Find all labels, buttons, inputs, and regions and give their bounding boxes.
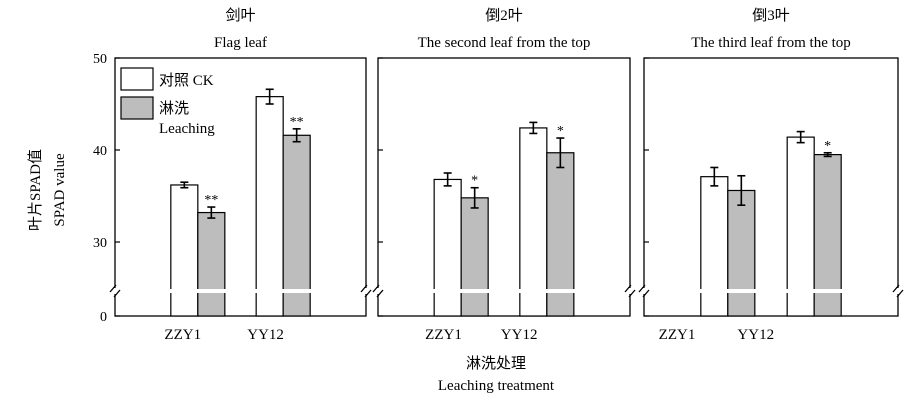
axis-break-mark [364,289,372,298]
axis-break-gap [627,288,633,294]
axis-break-gap [363,288,369,294]
axis-break-mark [109,284,117,293]
x-tick-label: ZZY1 [659,327,696,343]
axis-break-gap [895,288,901,294]
panel-1: 剑叶 Flag leaf 0 30 40 50 ** ** ZZY1 YY12 [93,7,372,343]
y-axis-label-en: SPAD value [52,153,68,227]
x-axis-label-en: Leaching treatment [438,378,555,394]
panel-3: 倒3叶 The third leaf from the top * ZZY1 YY12 [638,7,904,343]
x-axis-label-cn: 淋洗处理 [466,355,526,372]
panel-title-cn: 倒3叶 [752,7,790,24]
axis-break-band [116,289,365,293]
bar-leaching [727,189,756,317]
panel-title-en: Flag leaf [214,35,267,51]
x-tick-label: ZZY1 [164,327,201,343]
axis-break-mark [896,289,904,298]
axis-break-mark [638,284,646,293]
bar-ck [433,178,462,317]
x-tick-label: YY12 [737,327,774,343]
legend-label-ck: 对照 CK [159,72,214,89]
axis-break-mark [628,289,636,298]
bar-leaching [460,197,489,317]
legend-label-leaching: 淋洗 [159,100,189,117]
axis-break-mark [372,284,380,293]
panel-2: 倒2叶 The second leaf from the top * * ZZY1 YY1… [372,7,636,343]
x-tick-label: YY12 [501,327,538,343]
legend: 对照 CK 淋洗 Leaching [120,67,215,137]
panel-title-en: The second leaf from the top [418,35,591,51]
legend-swatch-leaching [120,96,154,120]
bar-ck [255,96,284,317]
bar-ck [170,184,199,317]
axis-break-mark [642,289,650,298]
y-tick-label: 0 [100,310,107,325]
significance-label: ** [204,193,218,208]
panel-frame [377,57,631,317]
y-axis-label-cn: 叶片SPAD值 [27,149,44,231]
axis-break-mark [892,284,900,293]
bar-ck [519,127,548,317]
panel-title-cn: 剑叶 [225,7,255,24]
axis-break-mark [113,289,121,298]
axis-break-gap [641,288,647,294]
bar-leaching [197,211,226,317]
axis-break-mark [624,284,632,293]
axis-break-band [645,289,897,293]
x-tick-label: ZZY1 [425,327,462,343]
significance-label: * [824,139,831,154]
x-tick-label: YY12 [247,327,284,343]
panel-frame [114,57,367,317]
bar-ck [700,176,729,317]
panel-title-en: The third leaf from the top [691,35,851,51]
axis-break-gap [112,288,118,294]
y-tick-label: 30 [93,236,107,251]
axis-break-band [379,289,629,293]
legend-label-leaching-en: Leaching [159,121,215,137]
y-tick-label: 40 [93,144,107,159]
y-tick-label: 50 [93,52,107,67]
panel-frame [643,57,899,317]
panel-title-cn: 倒2叶 [485,7,523,24]
significance-label: ** [290,115,304,130]
axis-break-gap [375,288,381,294]
bar-leaching [282,134,311,317]
legend-swatch-ck [120,67,154,91]
axis-break-mark [376,289,384,298]
significance-label: * [557,124,564,139]
significance-label: * [471,174,478,189]
axis-break-mark [360,284,368,293]
